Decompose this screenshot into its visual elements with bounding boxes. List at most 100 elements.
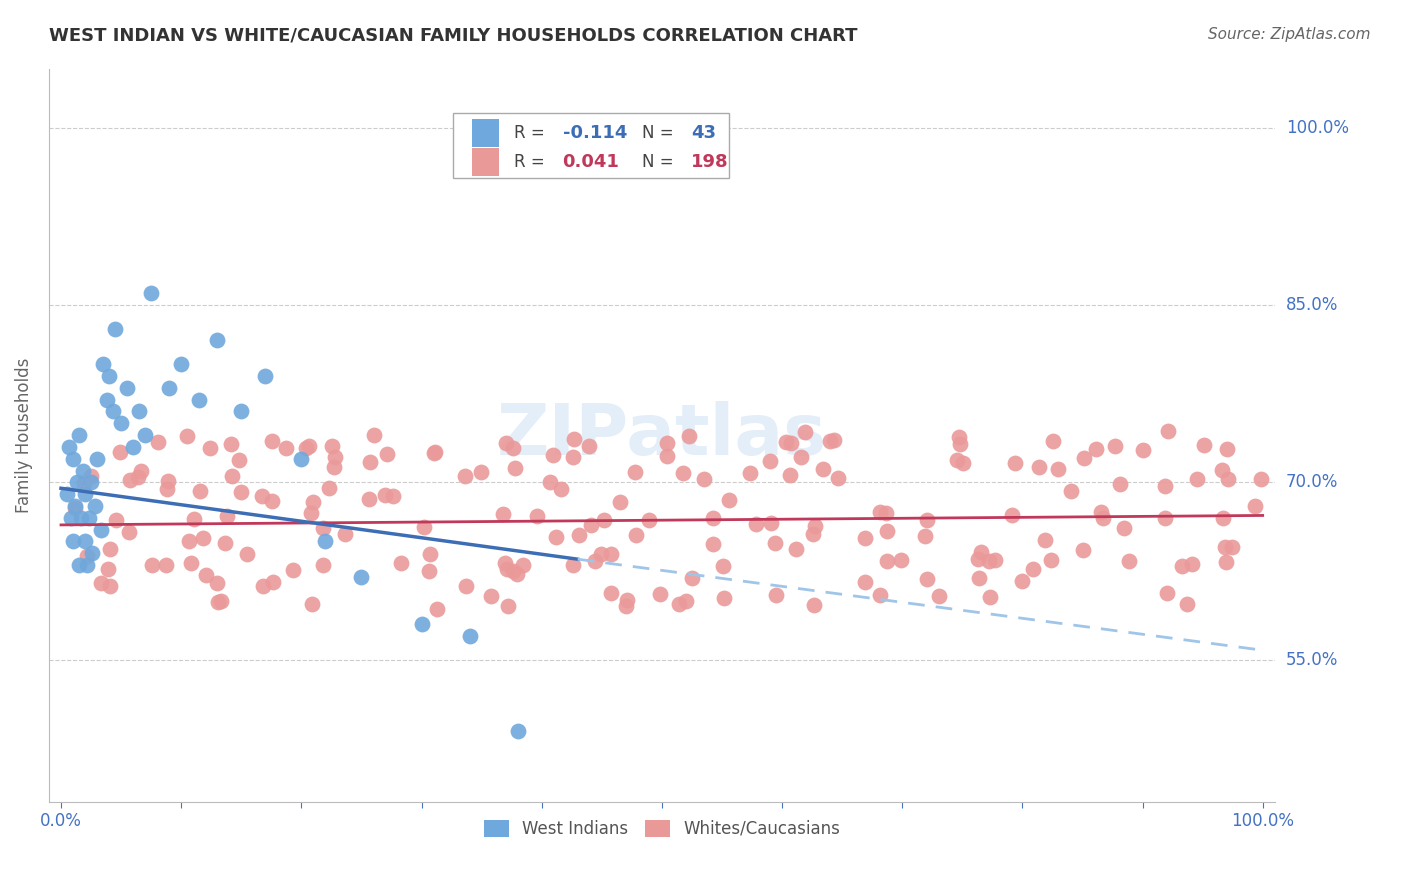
Point: [118, 473, 141, 487]
Point: [454, 468, 477, 483]
Point: [290, 451, 312, 466]
Point: [250, 489, 273, 503]
Point: [785, 541, 807, 556]
Point: [823, 433, 845, 447]
Point: [915, 572, 938, 586]
Text: 198: 198: [692, 153, 728, 171]
Point: [73, 475, 96, 490]
Point: [65, 499, 87, 513]
Point: [775, 435, 797, 450]
Point: [948, 430, 970, 444]
Point: [129, 464, 152, 478]
Point: [502, 564, 524, 578]
Point: [506, 723, 529, 738]
Point: [98, 579, 121, 593]
Point: [983, 553, 1005, 567]
Text: WEST INDIAN VS WHITE/CAUCASIAN FAMILY HOUSEHOLDS CORRELATION CHART: WEST INDIAN VS WHITE/CAUCASIAN FAMILY HO…: [49, 27, 858, 45]
Point: [979, 590, 1001, 604]
Point: [1192, 438, 1215, 452]
Point: [90, 575, 112, 590]
Point: [599, 547, 621, 561]
Point: [156, 482, 179, 496]
Point: [1073, 451, 1095, 466]
Point: [236, 547, 259, 561]
Point: [98, 368, 121, 383]
Point: [1046, 461, 1069, 475]
Point: [231, 404, 253, 418]
Point: [228, 452, 250, 467]
Point: [763, 535, 786, 549]
Point: [1085, 442, 1108, 456]
Point: [1211, 463, 1233, 477]
Point: [1215, 555, 1237, 569]
Point: [928, 589, 950, 603]
Point: [1071, 543, 1094, 558]
Point: [193, 531, 215, 545]
Point: [789, 450, 811, 464]
Point: [562, 432, 585, 446]
Point: [59, 511, 82, 525]
Point: [914, 529, 936, 543]
Point: [820, 434, 842, 448]
Point: [744, 516, 766, 531]
Bar: [472, 148, 499, 176]
Text: 70.0%: 70.0%: [1286, 474, 1339, 491]
Point: [616, 593, 638, 607]
Point: [592, 513, 614, 527]
Point: [876, 554, 898, 568]
Point: [1118, 554, 1140, 568]
Point: [562, 558, 585, 573]
Point: [97, 562, 120, 576]
Point: [274, 442, 297, 456]
Point: [231, 484, 253, 499]
Point: [318, 481, 340, 495]
Point: [80, 469, 103, 483]
Point: [1250, 472, 1272, 486]
Bar: [472, 119, 499, 146]
Text: 55.0%: 55.0%: [1286, 650, 1339, 669]
Point: [1109, 477, 1132, 491]
Point: [101, 404, 124, 418]
Point: [526, 509, 548, 524]
Point: [219, 437, 242, 451]
Point: [495, 436, 517, 450]
Point: [1153, 511, 1175, 525]
Point: [538, 475, 561, 490]
Point: [1215, 442, 1237, 456]
Point: [1022, 562, 1045, 576]
Point: [148, 435, 170, 450]
Point: [512, 558, 534, 572]
Point: [127, 469, 149, 483]
Legend: West Indians, Whites/Caucasians: West Indians, Whites/Caucasians: [477, 813, 846, 845]
Point: [155, 558, 177, 572]
Text: 43: 43: [692, 124, 716, 142]
Point: [502, 442, 524, 456]
Point: [505, 566, 527, 581]
Point: [115, 381, 138, 395]
Point: [321, 439, 343, 453]
Point: [479, 589, 502, 603]
Point: [890, 553, 912, 567]
Point: [110, 416, 132, 430]
Point: [418, 564, 440, 578]
Point: [967, 570, 990, 584]
Point: [83, 499, 105, 513]
Point: [915, 513, 938, 527]
Point: [1091, 510, 1114, 524]
Point: [314, 534, 336, 549]
Point: [62, 451, 84, 466]
Point: [207, 575, 229, 590]
Point: [1244, 500, 1267, 514]
Point: [1011, 574, 1033, 589]
Point: [470, 465, 492, 479]
Point: [139, 286, 162, 301]
Point: [90, 523, 112, 537]
Point: [91, 357, 114, 371]
Point: [221, 468, 243, 483]
Point: [1175, 598, 1198, 612]
Text: R =: R =: [513, 153, 544, 171]
Point: [648, 587, 671, 601]
Point: [803, 598, 825, 612]
Point: [759, 454, 782, 468]
Point: [1157, 425, 1180, 439]
